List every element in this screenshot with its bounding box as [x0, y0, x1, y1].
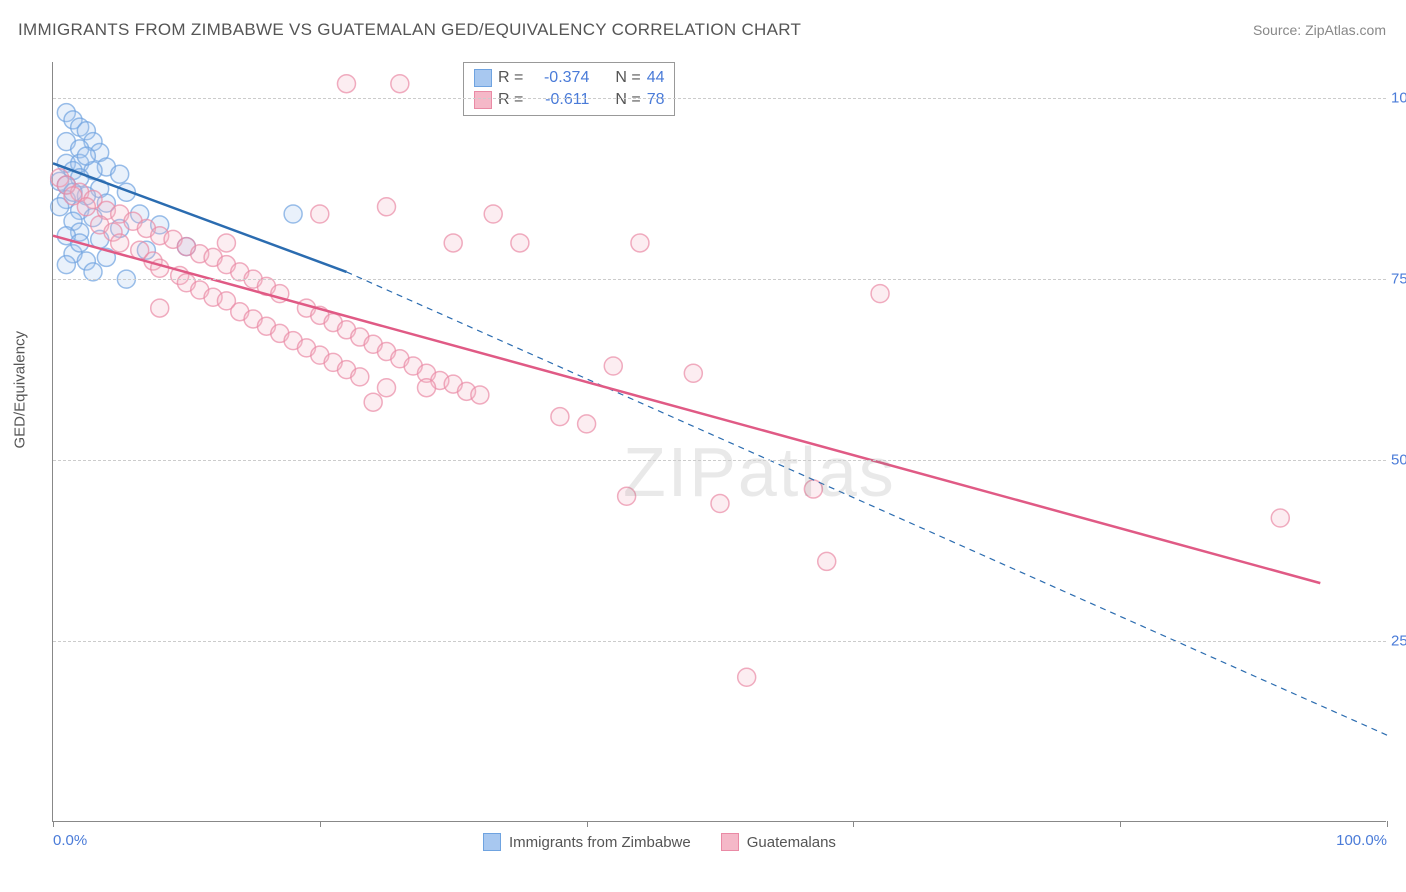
y-tick-label: 25.0% — [1391, 633, 1406, 650]
series-legend: Immigrants from Zimbabwe Guatemalans — [483, 833, 836, 851]
data-point — [444, 234, 462, 252]
data-point — [364, 393, 382, 411]
legend-row: R = -0.611 N = 78 — [474, 89, 664, 111]
x-tick — [320, 821, 321, 827]
data-point — [77, 198, 95, 216]
data-point — [551, 408, 569, 426]
legend-row: R = -0.374 N = 44 — [474, 67, 664, 89]
legend-n-label: N = — [615, 91, 640, 109]
data-point — [684, 364, 702, 382]
data-point — [1271, 509, 1289, 527]
chart-area: R =-0.374N =44R =-0.611N =78 Immigrants … — [52, 62, 1386, 822]
legend-n-value: 44 — [647, 69, 665, 87]
data-point — [604, 357, 622, 375]
data-point — [311, 205, 329, 223]
data-point — [511, 234, 529, 252]
data-point — [284, 205, 302, 223]
data-point — [818, 552, 836, 570]
data-point — [77, 147, 95, 165]
legend-swatch — [474, 91, 492, 109]
data-point — [111, 165, 129, 183]
data-point — [57, 256, 75, 274]
legend-r-label: R = — [498, 91, 523, 109]
data-point — [578, 415, 596, 433]
data-point — [391, 75, 409, 93]
data-point — [618, 487, 636, 505]
y-tick-label: 50.0% — [1391, 452, 1406, 469]
data-point — [351, 368, 369, 386]
data-point — [151, 299, 169, 317]
data-point — [378, 198, 396, 216]
legend-swatch — [483, 833, 501, 851]
legend-swatch — [474, 69, 492, 87]
legend-swatch — [721, 833, 739, 851]
legend-n-value: 78 — [647, 91, 665, 109]
x-tick — [53, 821, 54, 827]
legend-item: Immigrants from Zimbabwe — [483, 833, 691, 851]
source-label: Source: ZipAtlas.com — [1253, 22, 1386, 38]
data-point — [871, 285, 889, 303]
x-tick-label: 0.0% — [53, 832, 87, 849]
y-axis-label: GED/Equivalency — [12, 331, 29, 449]
x-tick — [1120, 821, 1121, 827]
data-point — [711, 495, 729, 513]
regression-extrapolation — [346, 272, 1387, 735]
gridline — [53, 460, 1386, 461]
gridline — [53, 98, 1386, 99]
legend-r-value: -0.374 — [529, 69, 589, 87]
y-tick-label: 75.0% — [1391, 271, 1406, 288]
y-tick-label: 100.0% — [1391, 90, 1406, 107]
gridline — [53, 641, 1386, 642]
x-tick — [1387, 821, 1388, 827]
legend-series-name: Immigrants from Zimbabwe — [509, 834, 691, 851]
data-point — [378, 379, 396, 397]
data-point — [471, 386, 489, 404]
scatter-plot — [53, 62, 1386, 821]
data-point — [738, 668, 756, 686]
data-point — [631, 234, 649, 252]
legend-n-label: N = — [615, 69, 640, 87]
legend-item: Guatemalans — [721, 833, 836, 851]
x-tick — [853, 821, 854, 827]
data-point — [337, 75, 355, 93]
data-point — [111, 234, 129, 252]
data-point — [484, 205, 502, 223]
gridline — [53, 279, 1386, 280]
legend-r-value: -0.611 — [529, 91, 589, 109]
regression-line — [53, 236, 1320, 583]
x-tick — [587, 821, 588, 827]
legend-series-name: Guatemalans — [747, 834, 836, 851]
legend-r-label: R = — [498, 69, 523, 87]
correlation-legend: R = -0.374 N = 44 R = -0.611 N = 78 — [463, 62, 675, 116]
data-point — [418, 379, 436, 397]
data-point — [217, 234, 235, 252]
chart-title: IMMIGRANTS FROM ZIMBABWE VS GUATEMALAN G… — [18, 20, 801, 40]
x-tick-label: 100.0% — [1336, 832, 1387, 849]
